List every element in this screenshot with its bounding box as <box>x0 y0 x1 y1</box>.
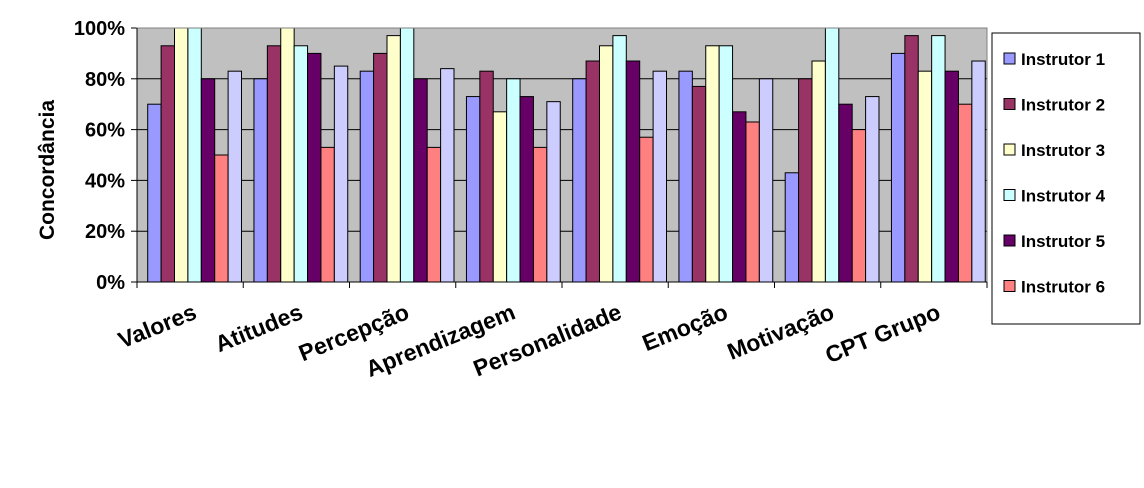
bar <box>931 35 946 283</box>
bar <box>865 96 880 283</box>
bar <box>413 78 428 283</box>
bar <box>678 70 693 283</box>
bar <box>333 65 349 283</box>
bar <box>465 96 481 283</box>
y-tick-label: 40% <box>85 170 125 192</box>
bar <box>546 101 561 283</box>
bar <box>957 103 973 283</box>
bar <box>798 78 813 283</box>
bar <box>492 111 508 283</box>
bar <box>718 45 734 283</box>
bar <box>386 35 401 283</box>
bar <box>944 70 959 283</box>
legend-label: Instrutor 2 <box>1021 96 1105 115</box>
bar <box>399 27 415 283</box>
legend-swatch <box>1003 234 1016 247</box>
bar <box>519 96 534 283</box>
bar <box>227 70 243 283</box>
legend-swatch <box>1003 280 1016 292</box>
bar <box>320 146 335 283</box>
legend-label: Instrutor 3 <box>1021 141 1105 160</box>
y-tick-label: 20% <box>85 221 125 243</box>
bar <box>359 70 375 283</box>
bar <box>572 78 587 283</box>
bar <box>639 136 654 283</box>
bar <box>824 27 840 283</box>
bar <box>625 60 641 283</box>
legend: Instrutor 1 Instrutor 2 Instrutor 3 Instrut… <box>991 32 1141 325</box>
legend-label: Instrutor 6 <box>1021 278 1105 297</box>
legend-swatch <box>1003 143 1016 156</box>
bar <box>373 52 388 283</box>
legend-label: Instrutor 1 <box>1021 50 1105 69</box>
bar <box>160 45 176 283</box>
bar <box>599 45 614 283</box>
bar <box>691 85 707 283</box>
bar <box>811 60 826 283</box>
bar <box>174 27 189 283</box>
bar <box>851 129 867 283</box>
y-axis-label: Concordância <box>36 100 59 240</box>
bar <box>585 60 600 283</box>
legend-swatch <box>1003 189 1016 201</box>
bar <box>214 154 229 283</box>
bar <box>784 172 800 283</box>
bar <box>187 27 202 283</box>
bar <box>652 70 667 283</box>
bar <box>745 121 760 283</box>
y-tick-label: 100% <box>74 18 125 40</box>
bar <box>705 45 720 283</box>
bar <box>971 60 986 283</box>
y-tick-label: 80% <box>85 69 125 91</box>
bar <box>904 35 919 283</box>
y-tick-label: 60% <box>85 120 125 142</box>
legend-box <box>991 32 1141 325</box>
bar <box>917 70 933 283</box>
bar <box>506 78 521 283</box>
legend-swatch <box>1003 98 1016 110</box>
bar <box>307 52 322 283</box>
bar <box>266 45 282 283</box>
bar <box>280 27 295 283</box>
bar <box>253 78 268 283</box>
bar <box>440 68 455 283</box>
legend-swatch <box>1003 52 1016 65</box>
bar <box>890 52 906 283</box>
axes <box>131 27 988 288</box>
y-tick-label: 0% <box>96 272 125 294</box>
legend-label: Instrutor 5 <box>1021 232 1105 251</box>
bar <box>293 45 309 283</box>
bar <box>426 146 442 283</box>
bar <box>147 103 162 283</box>
y-tick-labels: 0% 20% 40% 60% 80% 100% <box>74 18 125 294</box>
bar <box>200 78 216 283</box>
bar <box>838 103 853 283</box>
bar <box>758 78 774 283</box>
legend-label: Instrutor 4 <box>1021 187 1106 206</box>
bars <box>147 27 986 283</box>
bar <box>532 146 548 283</box>
bar <box>732 111 747 283</box>
bar <box>479 70 494 283</box>
bar <box>612 35 627 283</box>
